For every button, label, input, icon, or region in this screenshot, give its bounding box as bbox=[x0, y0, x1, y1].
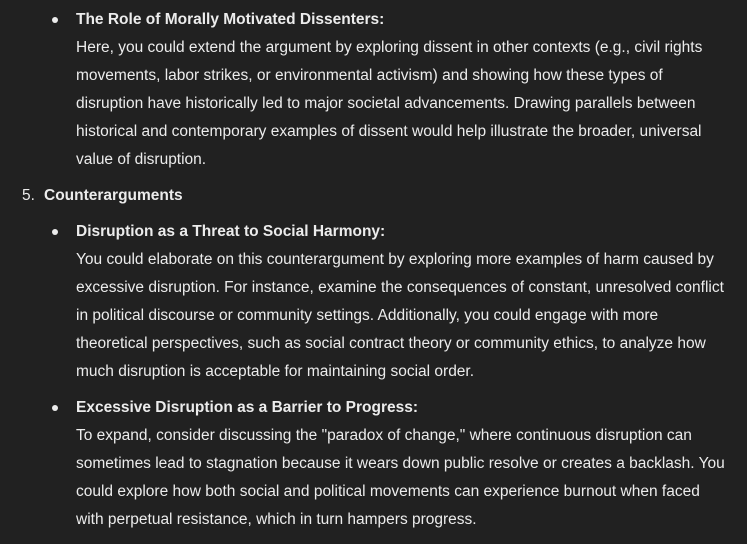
numbered-item-counterarguments: 5. Counterarguments bbox=[0, 182, 747, 210]
bullet-title: The Role of Morally Motivated Dissenters… bbox=[76, 11, 385, 28]
bullet-dot-icon bbox=[52, 405, 58, 411]
bullet-item-morally-motivated-dissenters: The Role of Morally Motivated Dissenters… bbox=[0, 6, 747, 174]
bullet-dot-icon bbox=[52, 229, 58, 235]
bullet-item-barrier-to-progress: Excessive Disruption as a Barrier to Pro… bbox=[0, 394, 747, 534]
bullet-body: Here, you could extend the argument by e… bbox=[76, 39, 703, 168]
chat-message-content: The Role of Morally Motivated Dissenters… bbox=[0, 6, 747, 542]
numbered-title: Counterarguments bbox=[44, 187, 183, 204]
bullet-title: Excessive Disruption as a Barrier to Pro… bbox=[76, 399, 419, 416]
list-number: 5. bbox=[22, 187, 35, 204]
bullet-body: To expand, consider discussing the "para… bbox=[76, 427, 725, 528]
bullet-dot-icon bbox=[52, 17, 58, 23]
bullet-item-threat-to-social-harmony: Disruption as a Threat to Social Harmony… bbox=[0, 218, 747, 386]
bullet-title: Disruption as a Threat to Social Harmony… bbox=[76, 223, 386, 240]
bullet-body: You could elaborate on this counterargum… bbox=[76, 251, 724, 380]
